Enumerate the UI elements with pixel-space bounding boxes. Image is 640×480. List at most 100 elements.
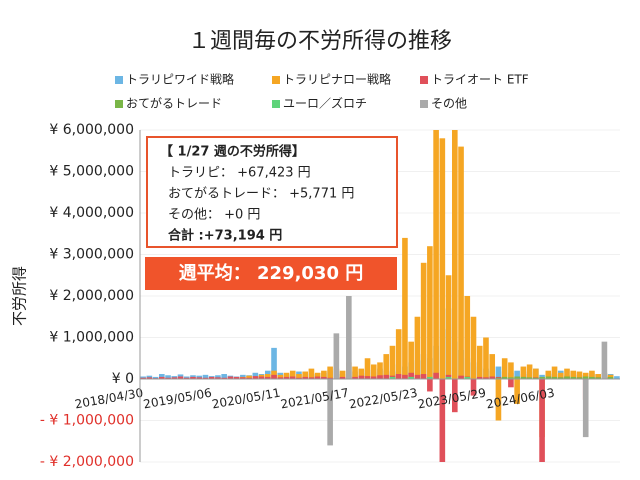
- bar: [358, 375, 365, 379]
- bar: [240, 377, 246, 379]
- bar: [221, 374, 227, 379]
- bar: [346, 296, 352, 379]
- bar: [264, 374, 271, 379]
- bar: [252, 372, 259, 379]
- bar: [215, 377, 221, 379]
- legend-label: トラリピナロー戦略: [283, 72, 391, 87]
- x-tick-label: 2022/05/23: [348, 386, 419, 412]
- bar: [327, 379, 333, 446]
- bar: [352, 366, 358, 379]
- bar: [495, 366, 502, 379]
- bar: [302, 376, 308, 379]
- bar: [564, 368, 570, 379]
- bar: [215, 375, 221, 379]
- bar: [570, 376, 577, 379]
- bar: [458, 375, 464, 379]
- bar: [171, 377, 178, 379]
- bar: [508, 379, 514, 388]
- y-tick-label: ¥ 1,000,000: [49, 330, 134, 346]
- bar: [352, 376, 358, 379]
- bar: [202, 377, 209, 379]
- bar: [177, 376, 184, 379]
- annotation-title: 【 1/27 週の不労所得】: [160, 144, 305, 160]
- bar: [327, 366, 333, 379]
- legend-swatch: [272, 100, 280, 108]
- bar: [439, 138, 446, 379]
- average-label: 週平均： 229,030 円: [179, 262, 364, 284]
- bar: [370, 364, 377, 379]
- bar: [165, 375, 171, 379]
- bar: [533, 377, 539, 379]
- y-axis-label: 不労所得: [11, 266, 29, 326]
- bar: [246, 377, 252, 379]
- bar: [551, 366, 558, 379]
- y-tick-label: ¥ 4,000,000: [49, 205, 134, 221]
- bar: [476, 345, 483, 379]
- bar: [420, 262, 427, 379]
- bar: [483, 377, 489, 379]
- bar: [321, 376, 327, 379]
- bar: [233, 376, 240, 379]
- bar: [520, 376, 527, 379]
- bar: [427, 376, 433, 379]
- bar: [246, 375, 252, 379]
- bar: [582, 379, 589, 438]
- bar: [383, 374, 390, 379]
- bar: [514, 376, 520, 379]
- average-box: [145, 257, 397, 290]
- bar: [433, 130, 439, 379]
- bar: [140, 377, 146, 379]
- bar: [582, 372, 589, 379]
- y-tick-label: ¥ 0: [112, 371, 134, 387]
- bar: [321, 370, 327, 379]
- bar: [227, 376, 234, 379]
- bar: [464, 296, 471, 379]
- bar: [589, 376, 595, 379]
- bar: [557, 372, 564, 379]
- bar: [296, 374, 302, 379]
- bar: [495, 377, 502, 379]
- bar: [183, 377, 190, 379]
- bar: [402, 374, 408, 379]
- bar: [395, 329, 402, 379]
- bar: [408, 341, 414, 379]
- bar: [146, 377, 153, 379]
- bar: [252, 376, 259, 379]
- legend-label: おてがるトレード: [126, 96, 222, 111]
- bar: [526, 364, 533, 379]
- bar: [458, 146, 464, 379]
- y-tick-label: ¥ 6,000,000: [49, 122, 134, 138]
- bar: [258, 376, 265, 379]
- bar: [595, 374, 601, 379]
- bar: [364, 376, 371, 379]
- bar: [283, 376, 290, 379]
- bar: [501, 358, 508, 379]
- bar: [327, 377, 333, 379]
- bar: [221, 377, 227, 379]
- bar: [389, 345, 396, 379]
- bar: [433, 372, 439, 379]
- bar: [526, 377, 533, 379]
- bar: [539, 379, 545, 462]
- bar: [545, 370, 552, 379]
- bar: [539, 376, 545, 379]
- legend-swatch: [115, 100, 123, 108]
- bar: [277, 377, 284, 379]
- bar: [271, 347, 277, 379]
- bar: [152, 376, 159, 379]
- bar: [427, 379, 433, 392]
- legend-label: トラリピワイド戦略: [126, 72, 234, 87]
- bar: [408, 372, 414, 379]
- bar: [308, 377, 315, 379]
- legend-label: トライオート ETF: [431, 73, 529, 87]
- bar: [389, 376, 396, 379]
- bar: [607, 376, 614, 379]
- bar: [614, 376, 620, 379]
- bar: [489, 376, 496, 379]
- bar: [377, 362, 383, 379]
- bar: [283, 372, 290, 379]
- annotation-line: トラリピ： +67,423 円: [168, 166, 311, 181]
- legend-swatch: [115, 76, 123, 84]
- bar: [595, 377, 601, 379]
